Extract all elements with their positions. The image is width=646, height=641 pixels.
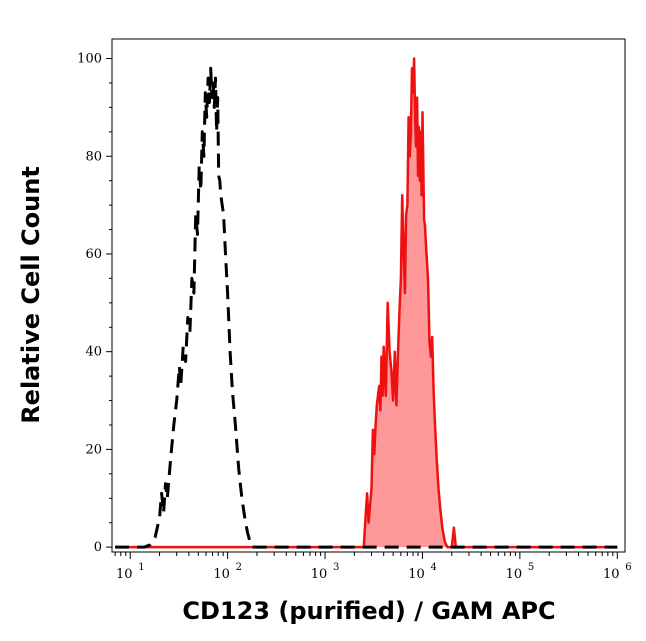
- x-tick-label: 10: [311, 567, 328, 582]
- series-line-stained: [115, 57, 618, 549]
- x-tick-label: 10: [408, 567, 425, 582]
- y-tick-label: 20: [85, 442, 102, 457]
- x-tick-label: 10: [116, 567, 133, 582]
- x-tick-exponent: 1: [138, 562, 144, 573]
- y-tick-label: 40: [85, 345, 102, 360]
- y-tick-label: 0: [94, 540, 102, 555]
- axes: 0 20 40 60 80 100 10 1 10 2 10 3 10 4 10 5 10 6: [77, 52, 631, 582]
- x-tick-exponent: 2: [236, 562, 242, 573]
- x-tick-exponent: 6: [625, 562, 631, 573]
- x-tick-label: 10: [506, 567, 523, 582]
- y-tick-label: 100: [77, 52, 102, 67]
- series-line-control: [115, 66, 618, 549]
- y-axis-title: Relative Cell Count: [17, 166, 45, 424]
- plot-frame: [111, 38, 626, 553]
- plot-area: [115, 57, 618, 549]
- x-tick-exponent: 4: [430, 562, 436, 573]
- y-tick-label: 80: [85, 149, 102, 164]
- x-tick-exponent: 3: [333, 562, 339, 573]
- x-axis-title: CD123 (purified) / GAM APC: [182, 597, 555, 625]
- x-tick-label: 10: [603, 567, 620, 582]
- x-tick-label: 10: [213, 567, 230, 582]
- x-tick-exponent: 5: [528, 562, 534, 573]
- y-tick-label: 60: [85, 247, 102, 262]
